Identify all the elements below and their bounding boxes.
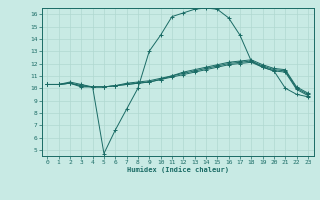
X-axis label: Humidex (Indice chaleur): Humidex (Indice chaleur) (127, 167, 228, 173)
